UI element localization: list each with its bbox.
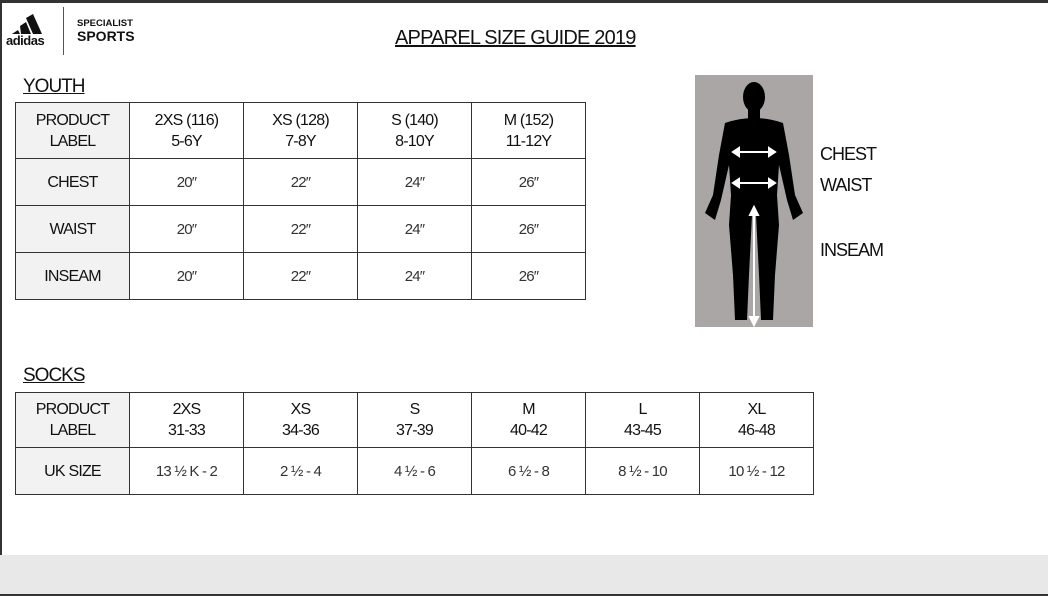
size-column-header: XS 34-36	[243, 392, 358, 448]
size-name: S (140)	[391, 111, 439, 129]
row-label: UK SIZE	[15, 447, 130, 495]
value-cell: 20″	[129, 252, 244, 300]
size-range: 43-45	[624, 422, 662, 439]
header-cell: PRODUCT LABEL	[15, 392, 130, 448]
size-column-header: S (140) 8-10Y	[357, 102, 472, 159]
youth-size-table: PRODUCT LABEL 2XS (116) 5-6Y XS (128) 7-8Y S (…	[15, 102, 586, 300]
size-range: 34-36	[282, 422, 320, 439]
row-label: WAIST	[15, 205, 130, 253]
inseam-label: INSEAM	[820, 240, 884, 260]
socks-heading: SOCKS	[23, 365, 86, 386]
left-border	[0, 0, 2, 596]
size-name: XS (128)	[272, 111, 330, 129]
footer-band	[0, 555, 1048, 596]
size-name: S	[409, 401, 421, 418]
size-name: M (152)	[503, 111, 554, 129]
size-name: 2XS (116)	[154, 111, 219, 129]
size-column-header: L 43-45	[585, 392, 700, 448]
value-cell: 8 ½ - 10	[585, 447, 700, 495]
size-name: L	[638, 401, 647, 418]
value-cell: 2 ½ - 4	[243, 447, 358, 495]
size-range: 46-48	[738, 422, 776, 439]
table-row: CHEST 20″ 22″ 24″ 26″	[15, 158, 586, 206]
size-range: 5-6Y	[171, 132, 202, 150]
value-cell: 10 ½ - 12	[699, 447, 814, 495]
size-column-header: M 40-42	[471, 392, 586, 448]
value-cell: 26″	[471, 158, 586, 206]
size-column-header: M (152) 11-12Y	[471, 102, 586, 159]
waist-label: WAIST	[820, 175, 872, 195]
value-cell: 22″	[243, 252, 358, 300]
size-name: XL	[747, 401, 767, 418]
size-name: 2XS	[172, 401, 202, 418]
size-column-header: 2XS (116) 5-6Y	[129, 102, 244, 159]
row-label: INSEAM	[15, 252, 130, 300]
value-cell: 24″	[357, 205, 472, 253]
size-range: 37-39	[396, 422, 434, 439]
youth-heading: YOUTH	[23, 76, 85, 97]
size-range: 7-8Y	[285, 132, 316, 150]
value-cell: 4 ½ - 6	[357, 447, 472, 495]
size-range: 8-10Y	[395, 132, 434, 150]
header-cell: PRODUCT LABEL	[15, 102, 130, 159]
header-line: LABEL	[49, 132, 97, 150]
value-cell: 20″	[129, 205, 244, 253]
brand-name: SPECIALIST SPORTS	[77, 19, 135, 43]
chest-label: CHEST	[820, 144, 877, 164]
value-cell: 26″	[471, 252, 586, 300]
size-range: 40-42	[510, 422, 548, 439]
size-column-header: 2XS 31-33	[129, 392, 244, 448]
value-cell: 6 ½ - 8	[471, 447, 586, 495]
value-cell: 22″	[243, 205, 358, 253]
adidas-wordmark: adidas	[6, 33, 45, 48]
body-measurement-figure	[695, 75, 813, 328]
table-row: INSEAM 20″ 22″ 24″ 26″	[15, 252, 586, 300]
value-cell: 24″	[357, 158, 472, 206]
brand-top: SPECIALIST	[77, 18, 133, 29]
header-line: PRODUCT	[35, 111, 110, 129]
socks-size-table: PRODUCT LABEL 2XS 31-33 XS 34-36 S 37-39 M 40-42 L…	[15, 392, 814, 495]
size-name: XS	[290, 401, 312, 418]
value-cell: 24″	[357, 252, 472, 300]
size-column-header: XS (128) 7-8Y	[243, 102, 358, 159]
brand-bottom: SPORTS	[77, 27, 135, 44]
page-title: APPAREL SIZE GUIDE 2019	[395, 27, 636, 49]
header-line: PRODUCT	[35, 401, 110, 418]
adidas-logo-icon	[12, 14, 42, 34]
value-cell: 20″	[129, 158, 244, 206]
body-silhouette-icon	[705, 82, 803, 328]
logo-divider	[63, 7, 64, 55]
value-cell: 22″	[243, 158, 358, 206]
size-name: M	[522, 401, 535, 418]
size-range: 11-12Y	[505, 132, 552, 150]
top-border	[0, 0, 1048, 3]
header-line: LABEL	[49, 422, 97, 439]
value-cell: 26″	[471, 205, 586, 253]
value-cell: 13 ½ K - 2	[129, 447, 244, 495]
size-range: 31-33	[168, 422, 206, 439]
table-row: WAIST 20″ 22″ 24″ 26″	[15, 205, 586, 253]
row-label: CHEST	[15, 158, 130, 206]
size-column-header: S 37-39	[357, 392, 472, 448]
size-column-header: XL 46-48	[699, 392, 814, 448]
